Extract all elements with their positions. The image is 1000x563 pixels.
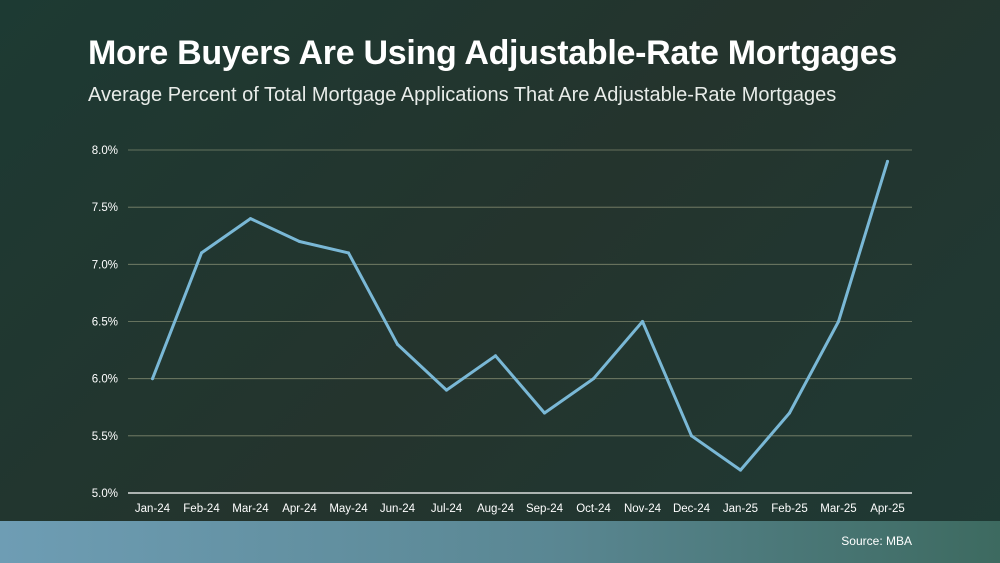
x-tick-label: Jan-24 [135,503,171,515]
data-point [445,388,448,392]
data-point [690,434,693,438]
data-point [396,342,399,346]
x-tick-label: Jan-25 [723,503,758,515]
footer-bar: Source: MBA [0,521,1000,563]
data-point [788,411,791,415]
x-tick-label: Aug-24 [477,503,515,515]
x-tick-label: Mar-24 [232,503,269,515]
y-tick-label: 7.0% [92,259,118,271]
chart-title: More Buyers Are Using Adjustable-Rate Mo… [88,34,897,72]
y-tick-label: 7.5% [92,202,118,214]
y-tick-label: 6.0% [92,374,118,386]
y-tick-label: 8.0% [92,145,118,157]
data-point [298,239,301,243]
data-point [886,159,889,163]
x-tick-label: May-24 [329,503,368,515]
x-tick-label: Oct-24 [576,503,611,515]
data-point [249,217,252,221]
x-tick-label: Feb-25 [771,503,807,515]
y-tick-label: 5.5% [92,431,118,443]
data-point [592,377,595,381]
x-tick-label: Jul-24 [431,503,463,515]
data-point [543,411,546,415]
line-chart: 5.0% 5.5% 6.0% 6.5% 7.0% 7.5% 8.0% Jan-24 Feb-24… [92,145,912,515]
data-point [151,377,154,381]
data-point [641,320,644,323]
series-line [151,159,889,472]
x-tick-label: Apr-25 [870,503,905,515]
y-tick-label: 6.5% [92,317,118,329]
x-tick-label: Sep-24 [526,503,564,515]
data-point [200,251,203,255]
chart-subtitle: Average Percent of Total Mortgage Applic… [88,84,837,106]
y-tick-label: 5.0% [92,488,118,500]
x-tick-label: Jun-24 [380,503,416,515]
data-point [347,251,350,255]
x-tick-label: Apr-24 [282,503,317,515]
x-tick-label: Mar-25 [820,503,856,515]
data-point [494,354,497,358]
source-label: Source: MBA [841,534,912,548]
x-tick-label: Feb-24 [183,503,220,515]
data-point [739,468,742,472]
x-tick-label: Dec-24 [673,503,711,515]
x-tick-label: Nov-24 [624,503,662,515]
data-point [837,320,840,323]
